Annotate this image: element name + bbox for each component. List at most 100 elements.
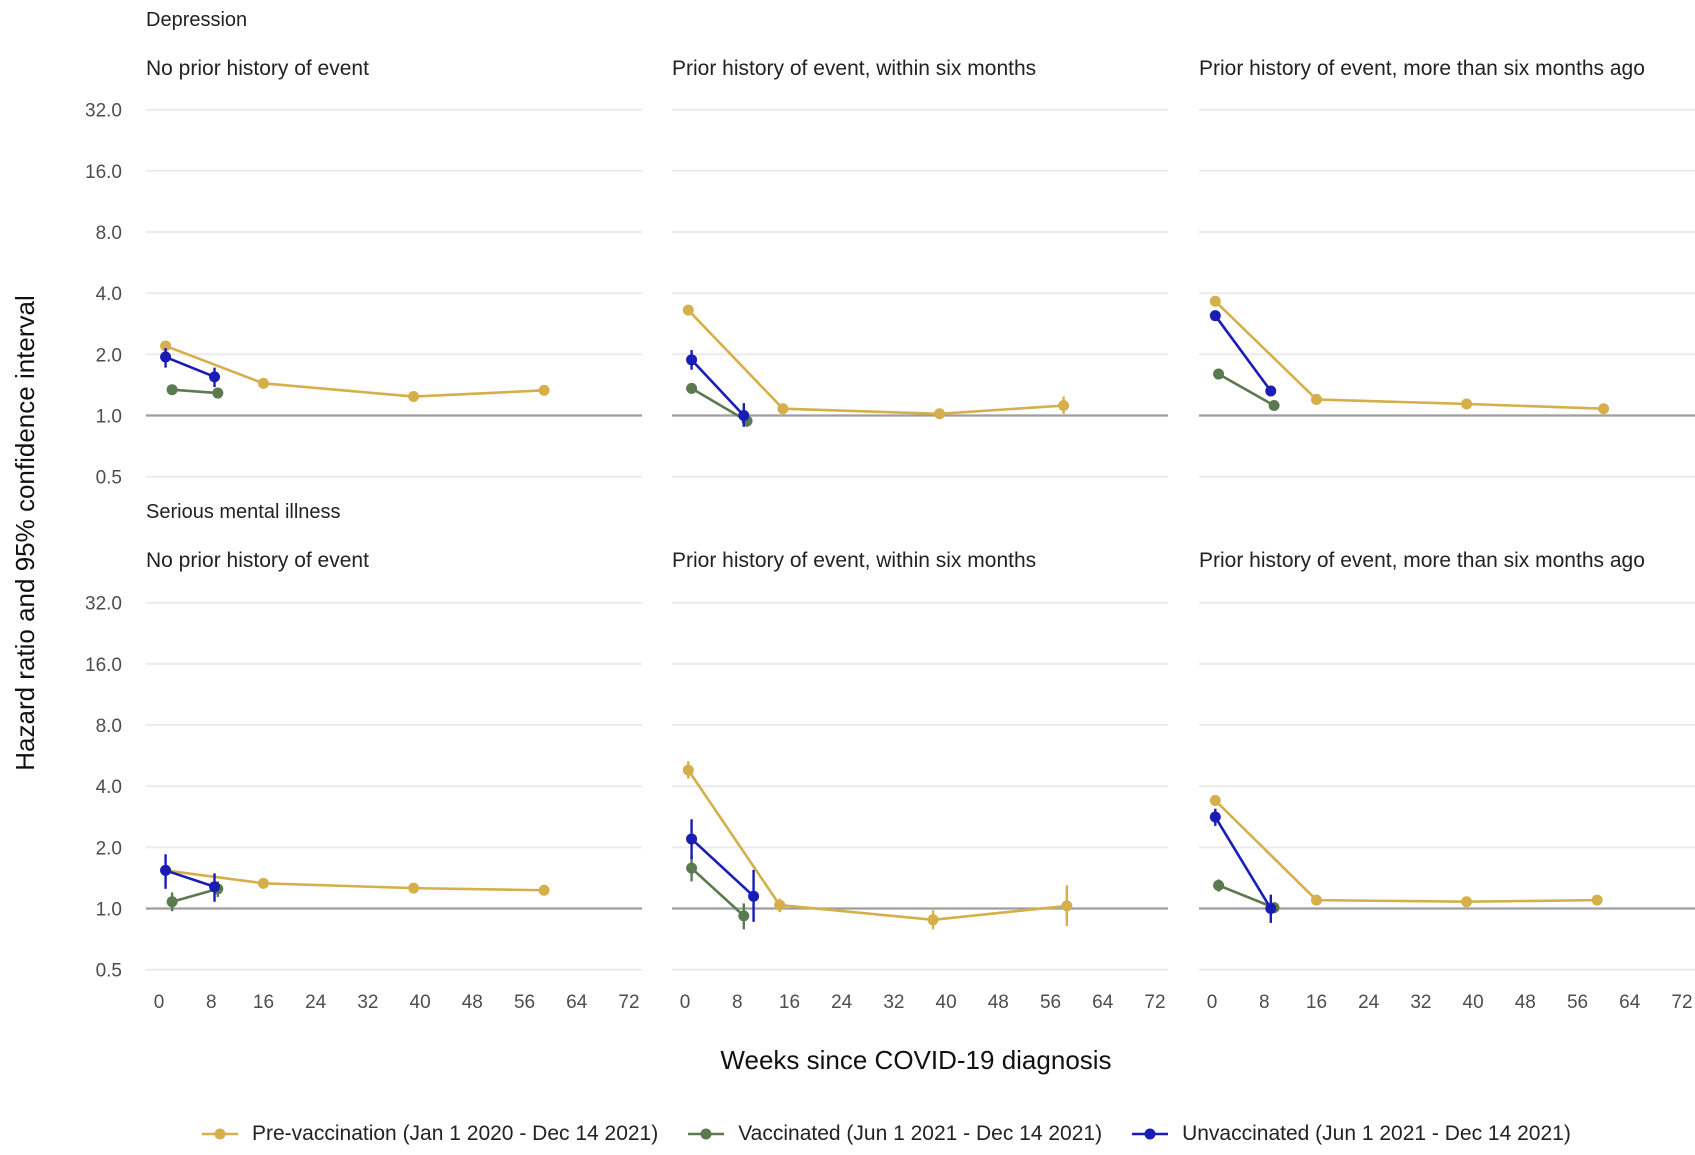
data-point (257, 377, 269, 389)
y-tick-label: 16.0 (85, 162, 122, 183)
plot-layer: 0.5 1.0 2.0 4.0 8.0 16.0 32.0 0.5 1.0 2.0 4.0 8.0 16… (85, 101, 1695, 1013)
y-axis-label: Hazard ratio and 95% confidence interval (10, 295, 40, 771)
data-point (927, 914, 939, 926)
legend-label: Vaccinated (Jun 1 2021 - Dec 14 2021) (738, 1122, 1103, 1145)
series-line (690, 837, 755, 898)
panel-title: Prior history of event, within six month… (672, 57, 1036, 80)
series-line (687, 309, 1064, 416)
legend-key-pre-vaccination (202, 1128, 238, 1140)
data-point (1310, 894, 1322, 906)
x-tick-label: 72 (618, 992, 639, 1013)
data-point (686, 382, 698, 394)
data-point (1310, 393, 1322, 405)
data-point (1061, 900, 1073, 912)
x-tick-label: 32 (357, 992, 378, 1013)
series-line (1217, 372, 1275, 407)
data-point (212, 387, 224, 399)
x-tick-label: 16 (779, 992, 800, 1013)
legend-item-vaccinated: Vaccinated (Jun 1 2021 - Dec 14 2021) (686, 1122, 1102, 1146)
data-point (538, 384, 550, 396)
series-line (172, 388, 218, 395)
x-tick-label: 56 (1567, 992, 1588, 1013)
series-line (1214, 799, 1598, 904)
data-point (166, 384, 178, 396)
series-line (1214, 816, 1272, 910)
x-tick-label: 40 (936, 992, 957, 1013)
data-point (1209, 795, 1221, 807)
legend-key-vaccinated (688, 1128, 725, 1140)
x-tick-label: 24 (305, 992, 327, 1013)
x-tick-label: 48 (462, 992, 483, 1013)
data-point (686, 833, 698, 845)
series-line (1214, 300, 1604, 411)
data-point (1461, 398, 1473, 410)
data-point (160, 351, 172, 363)
data-point (1265, 903, 1277, 915)
data-point (257, 877, 269, 889)
series-line (165, 355, 216, 379)
data-point (1209, 811, 1221, 823)
y-tick-label: 0.5 (96, 961, 122, 982)
panel-title: Prior history of event, within six month… (672, 549, 1036, 572)
data-point (934, 408, 946, 420)
legend-key-unvaccinated (1132, 1128, 1169, 1140)
data-point (738, 910, 750, 922)
data-point (160, 864, 172, 876)
data-point (1598, 403, 1610, 415)
panel-title: Prior history of event, more than six mo… (1199, 57, 1645, 80)
x-tick-label: 0 (680, 992, 691, 1013)
data-point (686, 862, 698, 874)
x-tick-label: 56 (514, 992, 535, 1013)
legend-item-unvaccinated: Unvaccinated (Jun 1 2021 - Dec 14 2021) (1130, 1122, 1571, 1146)
data-point (1591, 894, 1603, 906)
y-tick-label: 32.0 (85, 101, 122, 122)
data-point (1213, 368, 1225, 380)
series-line (690, 867, 745, 917)
data-point (1209, 310, 1221, 322)
x-tick-label: 16 (1306, 992, 1327, 1013)
y-tick-label: 1.0 (96, 407, 122, 428)
x-tick-label: 64 (1619, 992, 1641, 1013)
data-point (160, 340, 172, 352)
x-tick-label: 16 (253, 992, 274, 1013)
x-tick-label: 8 (1259, 992, 1270, 1013)
x-tick-label: 72 (1671, 992, 1692, 1013)
x-tick-label: 24 (1358, 992, 1380, 1013)
x-tick-label: 0 (1207, 992, 1218, 1013)
data-point (1213, 879, 1225, 891)
data-point (1268, 400, 1280, 412)
data-point (777, 403, 789, 415)
y-tick-label: 16.0 (85, 655, 122, 676)
y-tick-label: 2.0 (96, 345, 122, 366)
x-tick-label: 40 (410, 992, 431, 1013)
x-tick-label: 64 (566, 992, 588, 1013)
x-tick-label: 72 (1144, 992, 1165, 1013)
series-line (687, 769, 1067, 922)
data-point (1461, 896, 1473, 908)
series-line (1218, 884, 1275, 909)
data-point (408, 391, 420, 403)
data-point (166, 896, 178, 908)
panel-title: No prior history of event (146, 549, 369, 572)
panel-title: No prior history of event (146, 57, 369, 80)
y-tick-label: 2.0 (96, 838, 122, 859)
series-line (171, 887, 219, 903)
series-line (1214, 314, 1272, 392)
x-tick-label: 8 (732, 992, 743, 1013)
x-tick-label: 32 (1410, 992, 1431, 1013)
data-point (686, 354, 698, 366)
data-point (774, 899, 786, 911)
panel-title: Prior history of event, more than six mo… (1199, 549, 1645, 572)
data-point (1058, 400, 1070, 412)
x-tick-label: 8 (206, 992, 217, 1013)
y-tick-label: 4.0 (96, 777, 122, 798)
series-line (165, 869, 215, 888)
x-tick-label: 40 (1463, 992, 1484, 1013)
series-line (165, 344, 545, 398)
data-point (538, 884, 550, 896)
row-title-depression: Depression (146, 9, 247, 31)
data-point (408, 882, 420, 894)
x-axis-label: Weeks since COVID-19 diagnosis (720, 1045, 1111, 1075)
data-point (1209, 295, 1221, 307)
